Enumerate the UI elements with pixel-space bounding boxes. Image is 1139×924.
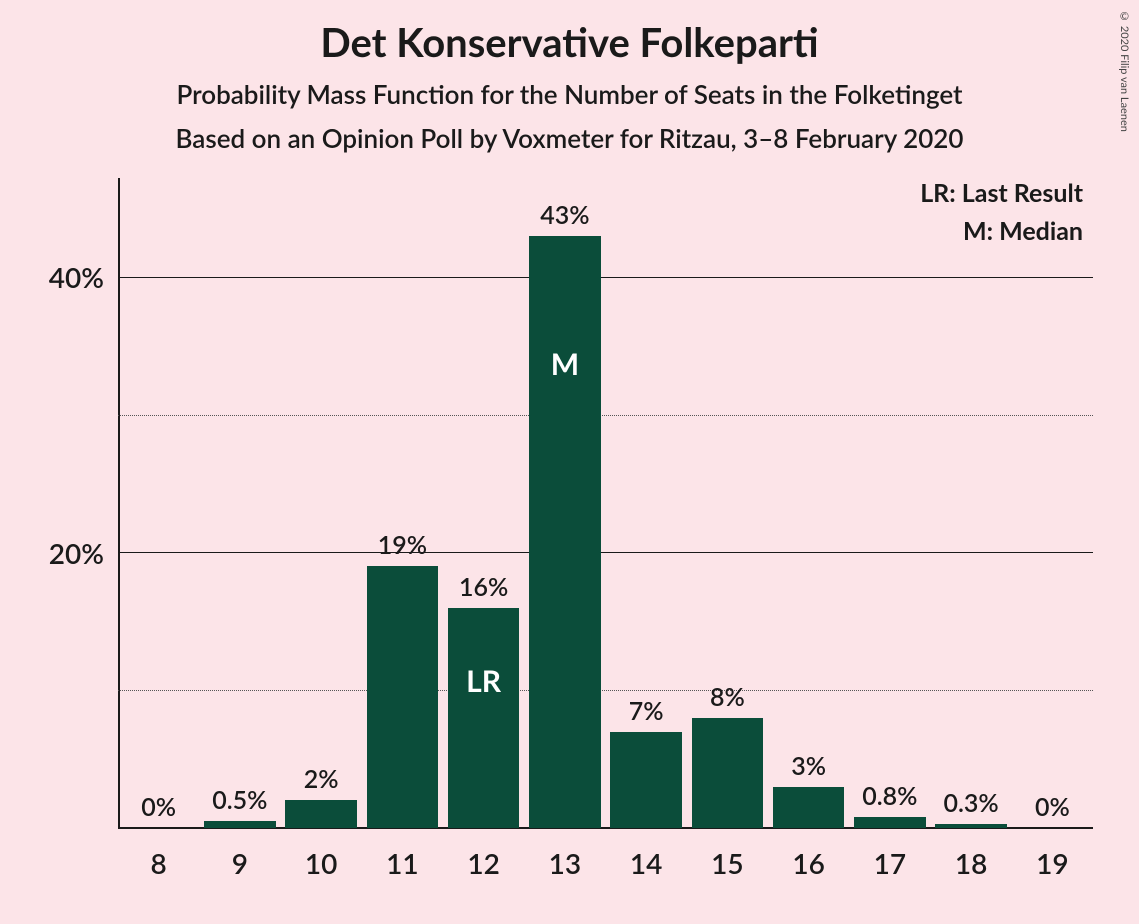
x-tick-label: 8	[118, 846, 199, 880]
bar-value-label: 19%	[362, 530, 443, 560]
grid-minor	[118, 415, 1093, 416]
chart-title: Det Konservative Folkeparti	[0, 18, 1139, 66]
bar-value-label: 16%	[443, 572, 524, 602]
bar-value-label: 0%	[118, 792, 199, 822]
bar-value-label: 0.3%	[931, 788, 1012, 818]
bar	[529, 236, 601, 828]
bar-value-label: 8%	[687, 682, 768, 712]
grid-major	[118, 277, 1093, 278]
legend-last-result: LR: Last Result	[920, 178, 1083, 208]
x-tick-label: 12	[443, 846, 524, 880]
bar	[367, 566, 439, 828]
x-tick-label: 13	[524, 846, 605, 880]
bar-value-label: 0.5%	[199, 785, 280, 815]
grid-minor	[118, 690, 1093, 691]
bar	[610, 732, 682, 828]
bar-value-label: 3%	[768, 751, 849, 781]
bar-value-label: 0.8%	[849, 781, 930, 811]
bar	[448, 608, 520, 828]
bar	[935, 824, 1007, 828]
chart-plot-area: 0%0.5%2%19%16%43%7%8%3%0.8%0.3%0%LRM	[118, 208, 1093, 828]
copyright-text: © 2020 Filip van Laenen	[1118, 10, 1131, 132]
x-tick-label: 10	[281, 846, 362, 880]
legend-median: M: Median	[963, 216, 1083, 246]
bar	[692, 718, 764, 828]
bar-value-label: 2%	[281, 764, 362, 794]
bar-annotation: M	[529, 346, 601, 382]
x-tick-label: 15	[687, 846, 768, 880]
y-tick-label: 40%	[49, 260, 104, 294]
x-tick-label: 18	[931, 846, 1012, 880]
x-tick-label: 16	[768, 846, 849, 880]
x-tick-label: 9	[199, 846, 280, 880]
y-tick-label: 20%	[49, 536, 104, 570]
y-axis	[118, 178, 120, 828]
bar-value-label: 0%	[1012, 792, 1093, 822]
x-tick-label: 11	[362, 846, 443, 880]
grid-major	[118, 552, 1093, 553]
x-tick-label: 19	[1012, 846, 1093, 880]
x-tick-label: 14	[606, 846, 687, 880]
bar-value-label: 7%	[606, 696, 687, 726]
bar-value-label: 43%	[524, 200, 605, 230]
chart-subtitle-2: Based on an Opinion Poll by Voxmeter for…	[0, 122, 1139, 154]
bar	[204, 821, 276, 828]
chart-subtitle-1: Probability Mass Function for the Number…	[0, 78, 1139, 110]
bar	[285, 800, 357, 828]
bar-annotation: LR	[448, 663, 520, 699]
bar	[854, 817, 926, 828]
x-tick-label: 17	[849, 846, 930, 880]
bar	[773, 787, 845, 828]
